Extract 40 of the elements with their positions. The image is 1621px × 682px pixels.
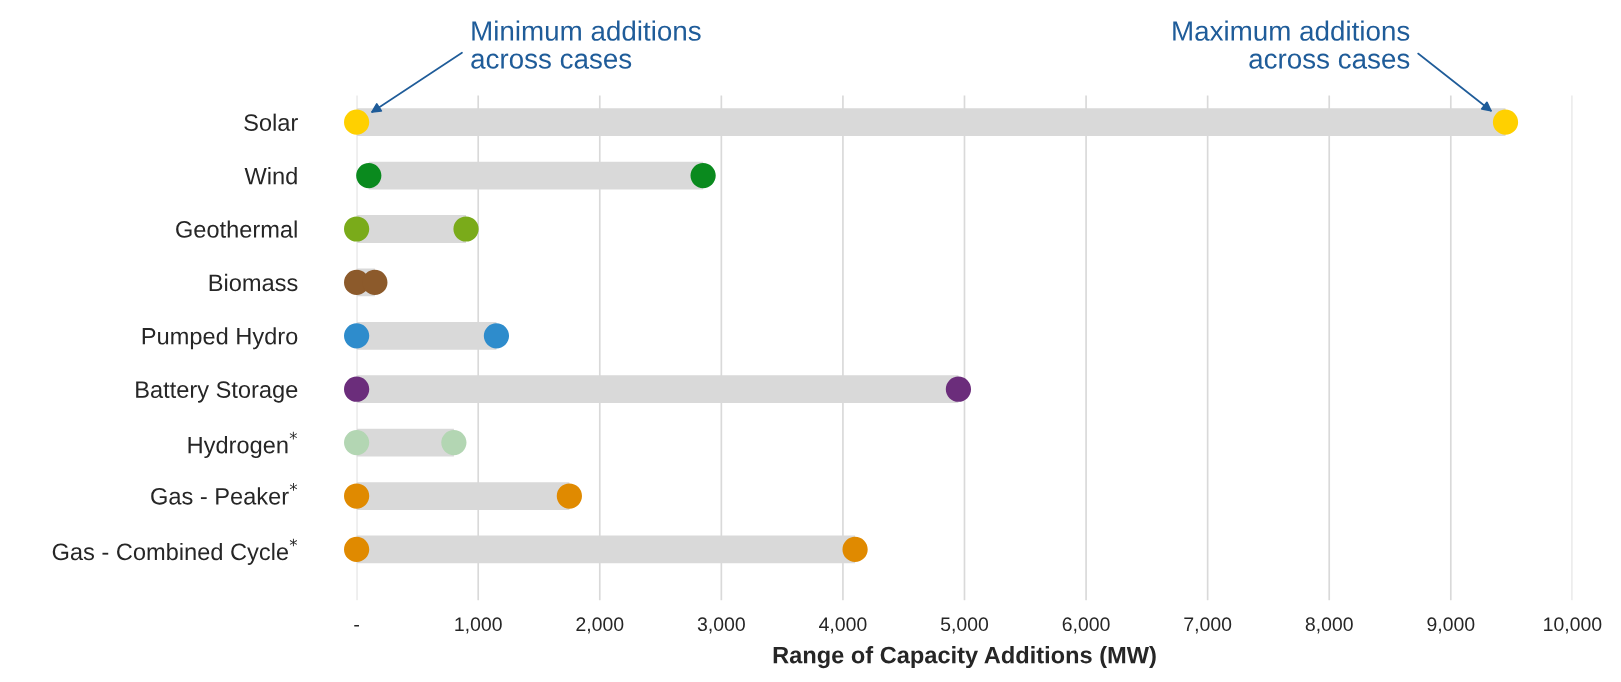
point: [344, 376, 370, 402]
y-tick-label: Hydrogen$^{*}$: [188, 431, 297, 459]
point: [556, 483, 582, 509]
point: [344, 323, 370, 349]
x-axis-title: Range of Capacity Additions (MW): [773, 646, 1156, 669]
x-tick-label: 7,000: [1184, 617, 1232, 634]
point: [356, 162, 382, 189]
point: [945, 376, 972, 402]
y-tick-label: Wind: [244, 167, 297, 185]
x-tick-label: 8,000: [1305, 617, 1353, 634]
point: [453, 216, 479, 242]
point: [690, 162, 716, 189]
y-tick-label: Gas - Peaker$^{*}$: [151, 483, 298, 505]
point: [344, 430, 370, 456]
y-tick-label: Gas - Combined Cycle$^{*}$: [52, 538, 298, 565]
x-tick-label: 1,000: [455, 617, 502, 634]
text: Maximum additions across cases: [1173, 20, 1410, 69]
y-tick-label: Biomass: [209, 273, 298, 292]
point: [483, 323, 510, 349]
x-tick-label: 9,000: [1427, 617, 1475, 634]
x-tick-label: 10,000: [1544, 617, 1602, 634]
point: [344, 216, 370, 242]
point: [344, 536, 370, 563]
x-tick-label: 5,000: [940, 617, 989, 634]
x-tick-label: -: [354, 624, 359, 627]
y-tick-label: Solar: [244, 113, 298, 131]
point: [344, 109, 370, 135]
point: [842, 536, 868, 563]
x-tick-label: 6,000: [1062, 617, 1110, 634]
y-tick-label: Battery Storage: [136, 381, 298, 403]
point: [441, 430, 467, 456]
x-tick-label: 3,000: [697, 617, 745, 634]
y-tick-label: Geothermal: [176, 220, 297, 238]
point: [362, 269, 388, 296]
y-tick-label: Pumped Hydro: [142, 327, 298, 350]
point: [1492, 109, 1519, 135]
text: Minimum additions across cases: [471, 20, 701, 69]
point: [344, 483, 370, 509]
x-tick-label: 2,000: [576, 617, 624, 634]
x-tick-label: 4,000: [819, 617, 867, 634]
